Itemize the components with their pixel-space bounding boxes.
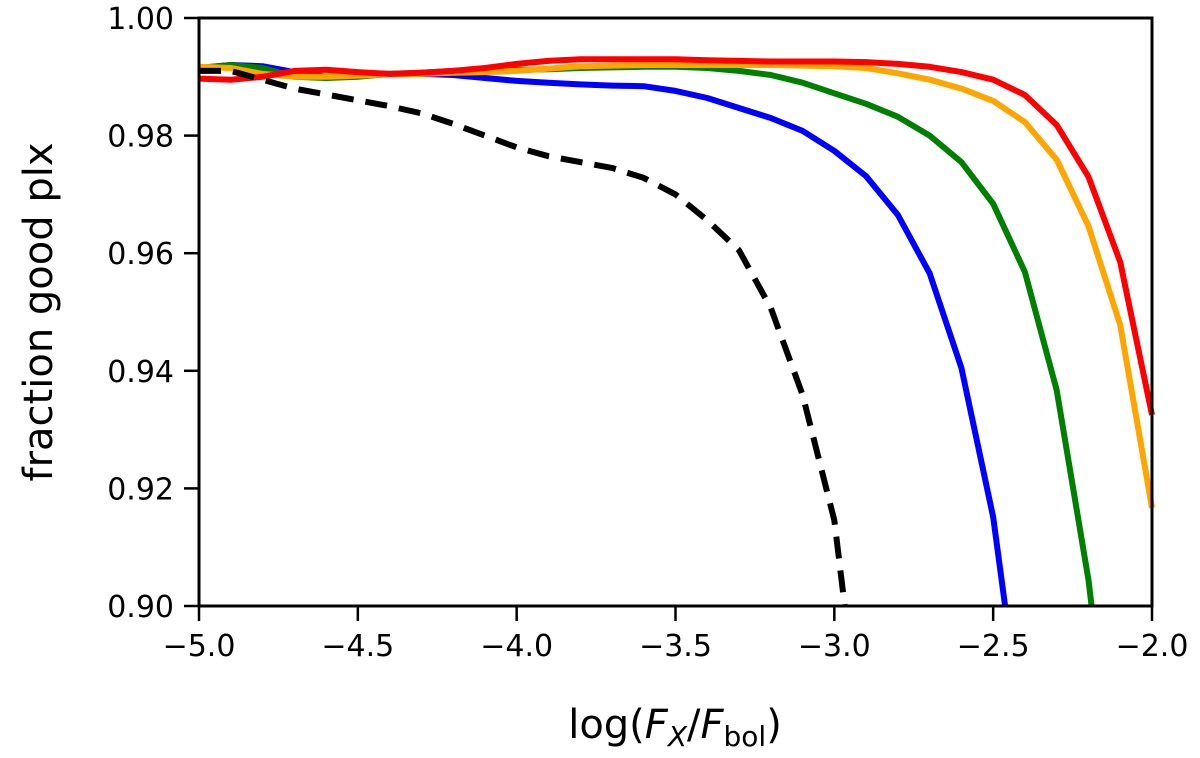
y-tick-label: 0.90: [107, 590, 174, 625]
x-tick-label: −3.0: [798, 629, 871, 664]
x-tick-label: −2.0: [1116, 629, 1189, 664]
series-layer: [198, 56, 1155, 607]
series-line-2: [198, 62, 1155, 509]
series-line-3: [198, 56, 1155, 416]
y-axis: 0.90 0.92 0.94 0.96 0.98 1.00: [107, 2, 199, 625]
y-tick-label: 0.98: [107, 120, 174, 155]
series-line-4: [199, 67, 848, 607]
x-tick-label: −2.5: [957, 629, 1030, 664]
y-tick-label: 1.00: [107, 2, 174, 37]
plot-frame: [197, 16, 1154, 608]
x-axis: −5.0 −4.5 −4.0 −3.5 −3.0 −2.5 −2.0: [163, 606, 1189, 664]
series-line-1: [198, 62, 1095, 607]
y-tick-label: 0.92: [107, 472, 174, 507]
x-tick-label: −4.5: [321, 629, 394, 664]
y-tick-label: 0.94: [107, 355, 174, 390]
y-axis-label: fraction good plx: [16, 143, 62, 482]
x-tick-label: −4.0: [480, 629, 553, 664]
series-line-0: [198, 62, 1009, 607]
x-axis-label: log(FX/Fbol): [568, 702, 782, 753]
y-tick-label: 0.96: [107, 237, 174, 272]
x-tick-label: −3.5: [639, 629, 712, 664]
x-tick-label: −5.0: [163, 629, 236, 664]
